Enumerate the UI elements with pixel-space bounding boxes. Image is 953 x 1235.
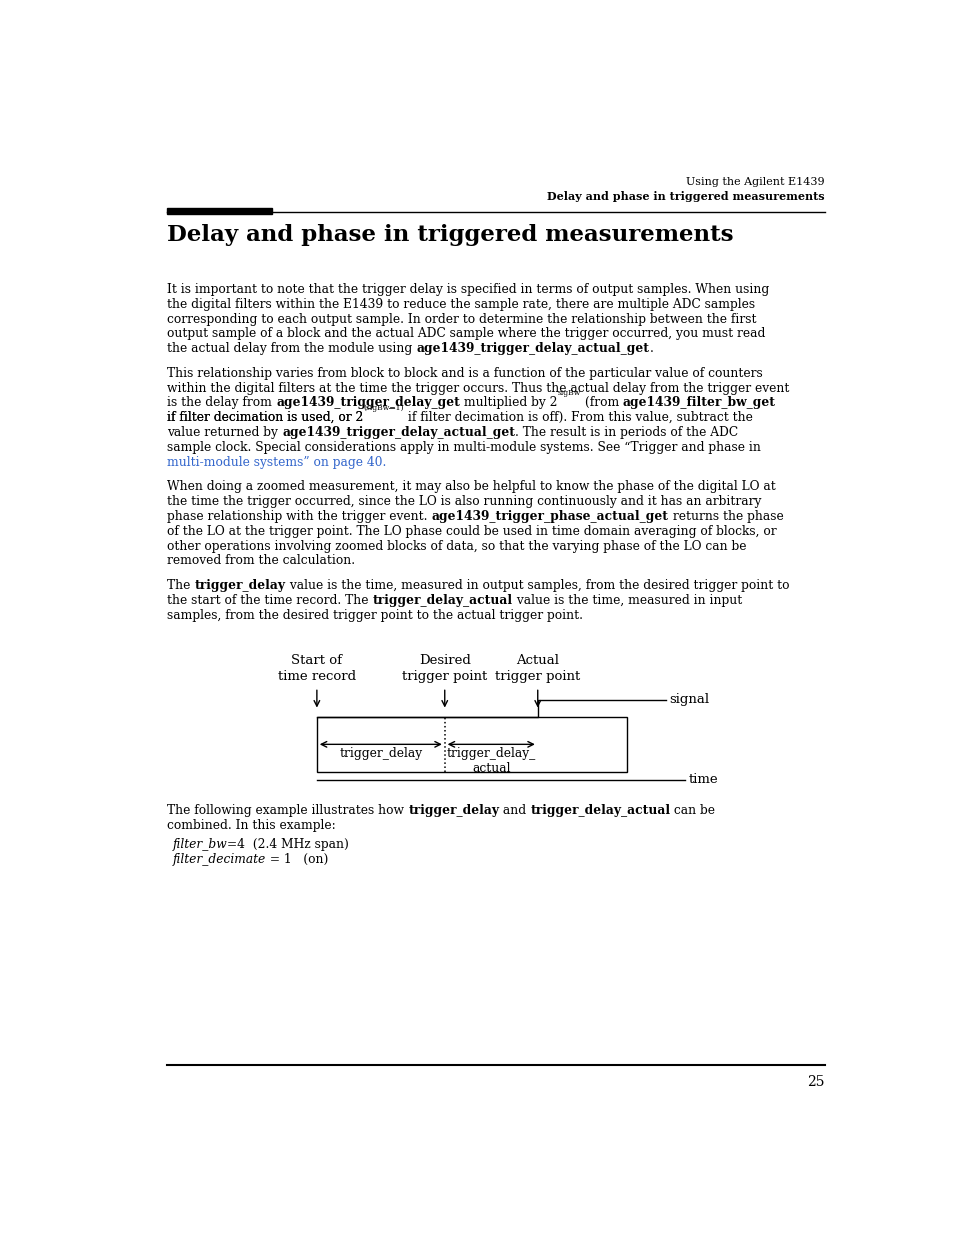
Text: can be: can be (670, 804, 715, 818)
Text: It is important to note that the trigger delay is specified in terms of output s: It is important to note that the trigger… (167, 283, 769, 296)
Text: removed from the calculation.: removed from the calculation. (167, 555, 355, 567)
Text: trigger_delay_actual: trigger_delay_actual (373, 594, 513, 606)
Text: This relationship varies from block to block and is a function of the particular: This relationship varies from block to b… (167, 367, 762, 380)
Text: other operations involving zoomed blocks of data, so that the varying phase of t: other operations involving zoomed blocks… (167, 540, 746, 552)
Text: multi-module systems” on page 40.: multi-module systems” on page 40. (167, 456, 386, 468)
Text: Using the Agilent E1439: Using the Agilent E1439 (685, 178, 823, 188)
Text: sigBw: sigBw (557, 389, 580, 396)
Text: trigger_delay: trigger_delay (194, 579, 285, 592)
Text: trigger point: trigger point (495, 671, 579, 683)
Text: samples, from the desired trigger point to the actual trigger point.: samples, from the desired trigger point … (167, 609, 582, 621)
Text: if filter decimation is off). From this value, subtract the: if filter decimation is off). From this … (404, 411, 752, 425)
Text: if filter decimation is used, or 2: if filter decimation is used, or 2 (167, 411, 363, 425)
Text: actual: actual (472, 762, 510, 776)
Text: age1439_trigger_delay_actual_get: age1439_trigger_delay_actual_get (282, 426, 515, 438)
Text: combined. In this example:: combined. In this example: (167, 819, 335, 832)
Text: the start of the time record. The: the start of the time record. The (167, 594, 373, 606)
Text: phase relationship with the trigger event.: phase relationship with the trigger even… (167, 510, 431, 522)
Text: corresponding to each output sample. In order to determine the relationship betw: corresponding to each output sample. In … (167, 312, 756, 326)
Text: signal: signal (669, 693, 709, 706)
Text: Delay and phase in triggered measurements: Delay and phase in triggered measurement… (167, 225, 733, 247)
Text: =4  (2.4 MHz span): =4 (2.4 MHz span) (227, 839, 349, 851)
Text: The: The (167, 579, 194, 592)
Text: age1439_filter_bw_get: age1439_filter_bw_get (622, 396, 775, 410)
Text: Delay and phase in triggered measurements: Delay and phase in triggered measurement… (546, 191, 823, 203)
Text: age1439_trigger_delay_get: age1439_trigger_delay_get (275, 396, 459, 410)
Text: value is the time, measured in output samples, from the desired trigger point to: value is the time, measured in output sa… (285, 579, 788, 592)
Text: trigger_delay: trigger_delay (339, 747, 422, 761)
Text: of the LO at the trigger point. The LO phase could be used in time domain averag: of the LO at the trigger point. The LO p… (167, 525, 776, 537)
Text: The following example illustrates how: The following example illustrates how (167, 804, 408, 818)
Text: trigger point: trigger point (402, 671, 487, 683)
Text: = 1   (on): = 1 (on) (266, 853, 328, 866)
Text: age1439_trigger_phase_actual_get: age1439_trigger_phase_actual_get (431, 510, 668, 522)
Bar (316, 716, 626, 772)
Text: trigger_delay_actual: trigger_delay_actual (530, 804, 670, 818)
Text: age1439_trigger_delay_actual_get: age1439_trigger_delay_actual_get (416, 342, 649, 356)
Text: value returned by: value returned by (167, 426, 282, 438)
Text: When doing a zoomed measurement, it may also be helpful to know the phase of the: When doing a zoomed measurement, it may … (167, 480, 775, 493)
Text: the digital filters within the E1439 to reduce the sample rate, there are multip: the digital filters within the E1439 to … (167, 298, 755, 311)
Text: (sigBw−1): (sigBw−1) (363, 404, 404, 411)
Text: filter_decimate: filter_decimate (172, 853, 266, 866)
Text: and: and (498, 804, 530, 818)
Text: 25: 25 (806, 1074, 823, 1088)
Text: the actual delay from the module using: the actual delay from the module using (167, 342, 416, 356)
Text: trigger_delay: trigger_delay (408, 804, 498, 818)
Text: if filter decimation is used, or 2: if filter decimation is used, or 2 (167, 411, 363, 425)
Text: value is the time, measured in input: value is the time, measured in input (513, 594, 741, 606)
Text: returns the phase: returns the phase (668, 510, 782, 522)
Text: output sample of a block and the actual ADC sample where the trigger occurred, y: output sample of a block and the actual … (167, 327, 765, 341)
Text: sample clock. Special considerations apply in multi-module systems. See “Trigger: sample clock. Special considerations app… (167, 441, 760, 453)
Text: multiplied by 2: multiplied by 2 (459, 396, 557, 410)
Text: trigger_delay_: trigger_delay_ (446, 747, 536, 761)
Text: .: . (649, 342, 653, 356)
Text: time: time (688, 773, 718, 787)
Text: time record: time record (277, 671, 355, 683)
Text: within the digital filters at the time the trigger occurs. Thus the actual delay: within the digital filters at the time t… (167, 382, 789, 395)
Text: (from: (from (580, 396, 622, 410)
Text: Desired: Desired (418, 655, 470, 667)
Text: filter_bw: filter_bw (172, 839, 227, 851)
Text: . The result is in periods of the ADC: . The result is in periods of the ADC (515, 426, 738, 438)
Text: Actual: Actual (516, 655, 558, 667)
Text: is the delay from: is the delay from (167, 396, 275, 410)
Text: Start of: Start of (291, 655, 342, 667)
Bar (167, 209, 272, 214)
Text: the time the trigger occurred, since the LO is also running continuously and it : the time the trigger occurred, since the… (167, 495, 760, 508)
